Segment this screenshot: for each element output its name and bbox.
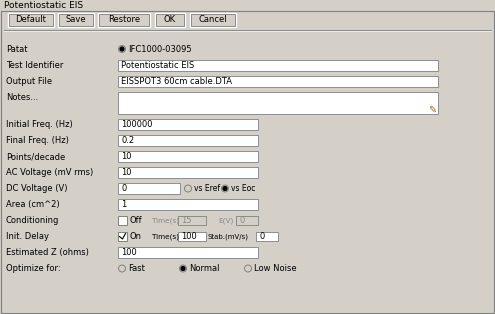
Text: Stab.(mV/s): Stab.(mV/s) [208,233,249,240]
Text: Initial Freq. (Hz): Initial Freq. (Hz) [6,120,73,129]
Text: Points/decade: Points/decade [6,152,65,161]
Circle shape [223,187,227,190]
Text: 10: 10 [121,152,132,161]
Text: Output File: Output File [6,77,52,86]
Bar [191,14,235,26]
Bar [118,151,258,162]
Bar [155,13,185,27]
Text: vs Eoc: vs Eoc [231,184,255,193]
Text: ✎: ✎ [428,105,436,115]
Text: Low Noise: Low Noise [254,264,297,273]
Bar [8,13,54,27]
Bar [118,183,180,194]
Text: 1: 1 [121,200,126,209]
Text: Test Identifier: Test Identifier [6,61,63,70]
Bar [118,76,438,87]
Text: Patat: Patat [6,46,28,55]
Text: Potentiostatic EIS: Potentiostatic EIS [4,2,83,10]
Text: Time(s): Time(s) [152,217,179,224]
Bar [118,135,258,146]
Circle shape [181,267,185,270]
Text: Potentiostatic EIS: Potentiostatic EIS [121,61,194,70]
Bar [118,216,127,225]
Text: 15: 15 [181,216,192,225]
Bar [0,0,495,12]
Text: 100000: 100000 [121,120,152,129]
Text: Restore: Restore [108,15,140,24]
Bar [59,14,93,26]
Bar [118,167,258,178]
Text: 0.2: 0.2 [121,136,134,145]
Bar [118,60,438,71]
Text: Off: Off [129,216,142,225]
Bar [256,232,278,241]
Bar [156,14,184,26]
Bar [58,13,94,27]
Text: AC Voltage (mV rms): AC Voltage (mV rms) [6,168,93,177]
Bar [118,92,438,114]
Text: Notes...: Notes... [6,93,38,102]
Text: 0: 0 [121,184,126,193]
Text: E(V): E(V) [218,217,233,224]
Bar [118,119,258,130]
Text: Optimize for:: Optimize for: [6,264,60,273]
Text: Final Freq. (Hz): Final Freq. (Hz) [6,136,69,145]
Text: 10: 10 [121,168,132,177]
Text: Conditioning: Conditioning [6,216,59,225]
Text: OK: OK [164,15,176,24]
Bar [118,247,258,258]
Text: 0: 0 [259,232,264,241]
Bar [178,216,206,225]
Text: Normal: Normal [189,264,219,273]
Bar [99,14,149,26]
Text: EISSPOT3 60cm cable.DTA: EISSPOT3 60cm cable.DTA [121,77,232,86]
Circle shape [120,47,124,51]
Text: Init. Delay: Init. Delay [6,232,49,241]
Text: vs Eref: vs Eref [194,184,220,193]
Text: Save: Save [66,15,86,24]
Text: 100: 100 [121,248,137,257]
Bar [190,13,236,27]
Text: Fast: Fast [128,264,145,273]
Text: Estimated Z (ohms): Estimated Z (ohms) [6,248,89,257]
Bar [118,232,127,241]
Bar [98,13,150,27]
Text: Cancel: Cancel [198,15,227,24]
Text: IFC1000-03095: IFC1000-03095 [128,45,192,54]
Bar [118,199,258,210]
Text: Default: Default [15,15,47,24]
Text: On: On [129,232,141,241]
Text: 100: 100 [181,232,197,241]
Text: Time(s): Time(s) [152,233,179,240]
Bar [236,216,258,225]
Bar [178,232,206,241]
Text: Area (cm^2): Area (cm^2) [6,200,59,209]
Text: 0: 0 [239,216,244,225]
Text: DC Voltage (V): DC Voltage (V) [6,184,67,193]
Bar [9,14,53,26]
